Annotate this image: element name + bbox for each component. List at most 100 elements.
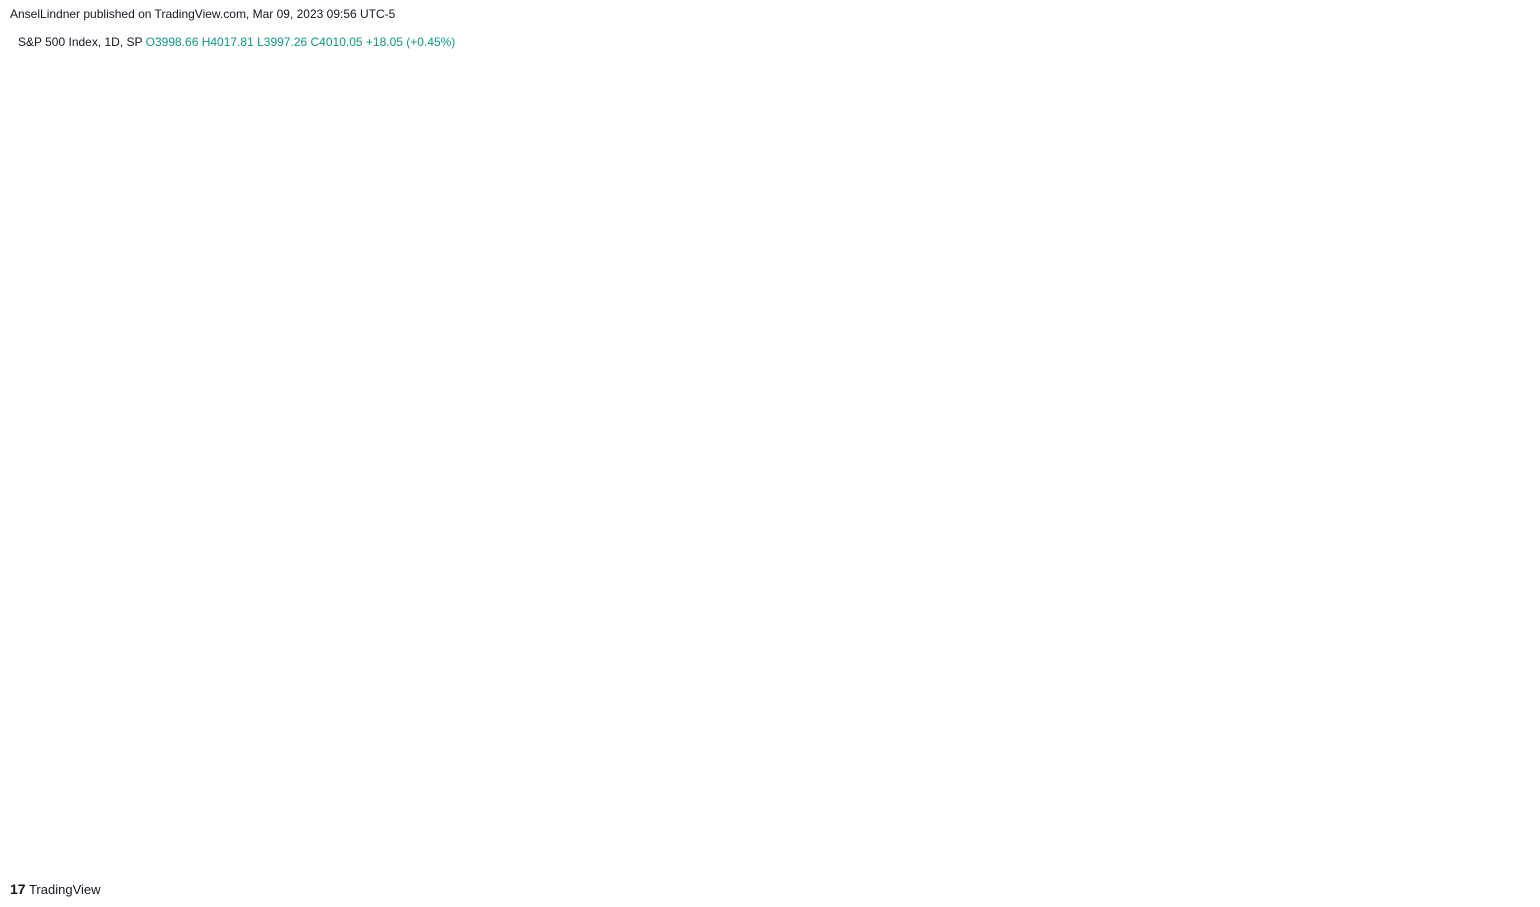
y-tick-label: 3560.00	[1463, 702, 1508, 716]
candle-body	[283, 604, 291, 747]
x-tick-label: 20	[1324, 847, 1338, 861]
candle-body	[752, 406, 760, 445]
close-value: C4010.05	[310, 35, 363, 49]
candle-body	[1113, 150, 1121, 179]
candle-body	[166, 588, 174, 627]
candle-body	[332, 586, 340, 610]
candle-body	[195, 638, 204, 685]
candle-body	[1259, 281, 1267, 294]
candle-body	[527, 341, 535, 370]
candle-body	[830, 430, 838, 444]
candle-body	[1132, 216, 1140, 219]
candle-body	[927, 374, 935, 388]
candle-body	[234, 505, 243, 535]
symbol-legend: S&P 500 Index, 1D, SP O3998.66 H4017.81 …	[18, 35, 455, 49]
candle-body	[1015, 178, 1023, 226]
candle-body	[888, 307, 896, 314]
candle-body	[439, 508, 447, 514]
candle-body	[781, 440, 789, 455]
candle-body	[78, 342, 86, 350]
candle-body	[644, 295, 652, 349]
candle-body	[1025, 120, 1033, 143]
brand-name: TradingView	[28, 882, 101, 897]
chart-frame	[9, 27, 1531, 871]
candle-body	[410, 385, 418, 429]
change-value: +18.05 (+0.45%)	[365, 35, 456, 49]
last-price-box	[1455, 271, 1527, 308]
candle-body	[595, 325, 604, 333]
trend-line	[1155, 260, 1264, 324]
candle-body	[1122, 183, 1131, 207]
y-tick-label: 3880.00	[1463, 398, 1508, 412]
candle-body	[947, 272, 955, 313]
x-tick-label: 15	[710, 847, 724, 861]
candle-body	[498, 312, 506, 333]
y-tick-label: 3680.00	[1463, 588, 1508, 602]
candle-body	[371, 445, 379, 454]
candle-body	[88, 354, 96, 387]
candle-body	[517, 313, 526, 332]
candle-body	[312, 531, 321, 558]
candle-body	[176, 557, 184, 623]
candle-body	[1005, 218, 1013, 274]
candle-body	[1171, 316, 1179, 321]
candle-body	[634, 242, 643, 294]
candle-body	[1181, 298, 1189, 310]
candle-body	[908, 292, 916, 301]
candle-body	[576, 266, 584, 270]
candle-body	[1093, 161, 1101, 201]
x-tick-label: 15	[505, 847, 519, 861]
candle-body	[1230, 239, 1238, 247]
candle-body	[1249, 298, 1257, 305]
candle-body	[342, 526, 350, 617]
candle-body	[742, 461, 750, 473]
open-value: O3998.66	[145, 35, 199, 49]
symbol-title: S&P 500 Index, 1D, SP	[18, 35, 143, 49]
candle-body	[1044, 178, 1053, 187]
candle-body	[381, 448, 389, 476]
candle-body	[430, 544, 438, 558]
candle-body	[537, 322, 545, 326]
candle-body	[361, 425, 369, 483]
candle-body	[810, 443, 818, 455]
candle-body	[878, 319, 887, 357]
candle-body	[420, 430, 428, 520]
candle-body	[49, 227, 57, 272]
candle-body	[654, 352, 662, 356]
candle-body	[351, 483, 360, 518]
y-tick-label: 3440.00	[1463, 815, 1508, 829]
candle-body	[1064, 146, 1072, 181]
candle-body	[156, 592, 164, 620]
candle-body	[849, 390, 857, 461]
x-tick-label: 18	[915, 847, 929, 861]
candle-body	[586, 286, 594, 327]
candle-body	[1035, 158, 1043, 164]
y-tick-label: 3520.00	[1463, 739, 1508, 753]
candle-body	[839, 443, 848, 475]
candle-body	[225, 497, 233, 526]
candle-body	[244, 570, 252, 634]
drawings	[10, 102, 1264, 689]
candle-body	[400, 404, 408, 414]
y-tick-label: 3960.00	[1463, 322, 1508, 336]
candle-body	[1220, 247, 1228, 295]
candle-body	[761, 430, 770, 462]
candle-body	[1152, 290, 1160, 301]
candle-body	[547, 333, 555, 340]
candle-body	[303, 597, 311, 636]
y-tick-label: 4160.00	[1463, 132, 1508, 146]
x-tick-label: Oct	[199, 847, 219, 861]
x-tick-label: Mar	[1194, 847, 1216, 861]
candle-body	[147, 550, 155, 584]
candle-body	[664, 326, 672, 343]
candle-body	[956, 275, 965, 292]
candle-body	[683, 300, 691, 350]
candle-body	[469, 471, 477, 531]
candle-body	[254, 626, 262, 661]
x-tick-label: 2023	[810, 847, 838, 861]
candle-body	[771, 438, 779, 468]
price-highlight	[1218, 304, 1263, 310]
candle-body	[137, 506, 145, 522]
y-tick-label: 3800.00	[1463, 474, 1508, 488]
